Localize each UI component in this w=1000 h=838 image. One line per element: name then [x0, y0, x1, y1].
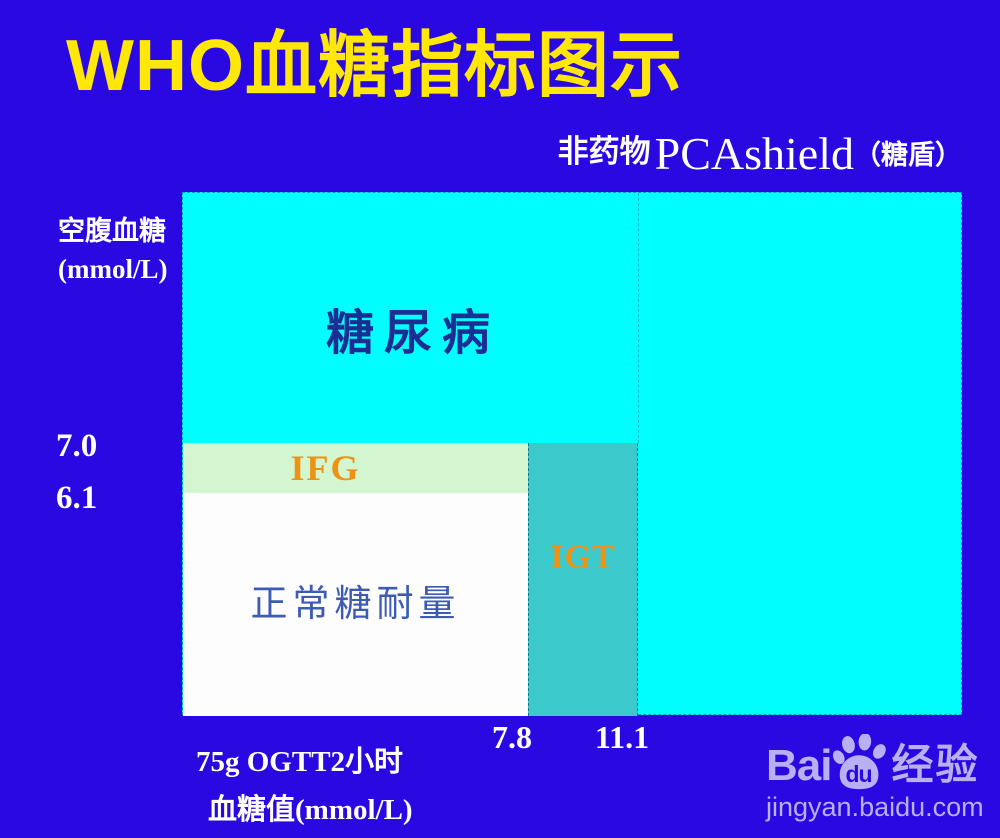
subtitle-brand: PCAshield — [654, 128, 854, 179]
x-axis-title-line2: 血糖值(mmol/L) — [208, 794, 413, 826]
region-ifg: IFG — [183, 443, 528, 493]
region-label-normal: 正常糖耐量 — [250, 584, 461, 625]
plot-area: 糖尿病 IFG 正常糖耐量 IGT — [182, 192, 962, 716]
x-tick-7-8: 7.8 — [492, 719, 532, 755]
baidu-logo: Bai du 经验 — [766, 734, 984, 792]
region-label-ifg: IFG — [290, 448, 361, 488]
region-igt: IGT — [528, 443, 638, 716]
y-axis-title-line1: 空腹血糖 — [58, 216, 166, 246]
subtitle-suffix: （糖盾） — [854, 140, 962, 170]
subtitle-prefix: 非药物 — [557, 134, 651, 169]
region-normal-glucose-tolerance: 正常糖耐量 — [183, 493, 528, 716]
region-label-diabetes: 糖尿病 — [325, 307, 500, 360]
baidu-logo-bai: Bai — [766, 741, 832, 790]
y-tick-7-0: 7.0 — [56, 428, 98, 464]
subtitle: 非药物 PCAshield（糖盾） — [558, 126, 962, 180]
baidu-logo-du: du — [845, 761, 872, 787]
baidu-paw-icon: du — [832, 734, 890, 792]
baidu-logo-jingyan: 经验 — [891, 743, 980, 789]
y-axis-title: 空腹血糖 (mmol/L) — [58, 212, 167, 288]
region-label-igt: IGT — [550, 539, 616, 576]
y-tick-6-1: 6.1 — [56, 480, 98, 516]
y-axis-title-line2: (mmol/L) — [58, 254, 168, 284]
x-tick-11-1: 11.1 — [594, 719, 650, 755]
baidu-jingyan-watermark: Bai du 经验 jingyan.baidu.com — [766, 734, 984, 823]
watermark-url: jingyan.baidu.com — [766, 792, 984, 822]
x-axis-title-line1: 75g OGTT2小时 — [196, 746, 404, 778]
igt-upper-boundary-line — [638, 193, 639, 443]
page-title: WHO血糖指标图示 — [66, 26, 683, 106]
